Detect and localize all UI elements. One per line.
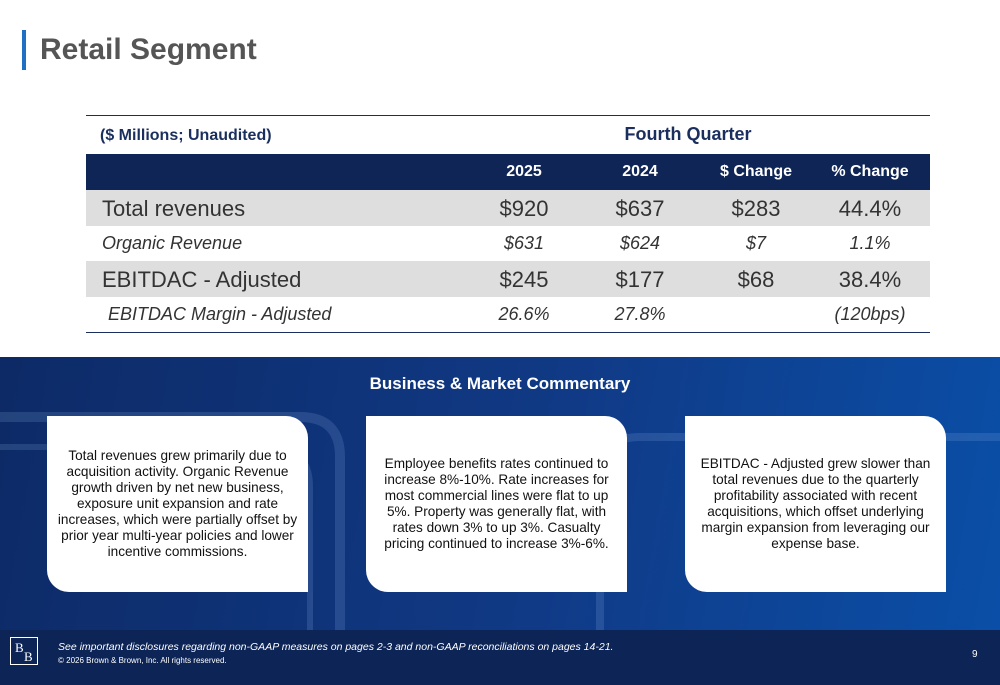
commentary-title: Business & Market Commentary [369, 374, 631, 393]
cell: 1.1% [849, 233, 891, 253]
table-row: EBITDAC Margin - Adjusted 26.6% 27.8% (120b… [86, 297, 930, 332]
cell: 44.4% [838, 196, 902, 221]
table-row: Total revenues $920 $637 $283 44.4% [86, 190, 930, 226]
column-header: 2024 [622, 163, 658, 180]
cell: $7 [745, 233, 767, 253]
table-header: ($ Millions; Unaudited) Fourth Quarter [86, 116, 930, 154]
cell: $631 [503, 233, 545, 253]
row-label: EBITDAC - Adjusted [102, 267, 302, 292]
row-label: EBITDAC Margin - Adjusted [108, 304, 332, 324]
footer [0, 630, 1000, 685]
cell: $283 [731, 196, 781, 221]
column-header: 2025 [506, 163, 542, 180]
commentary-card: EBITDAC - Adjusted grew slower than tota… [685, 416, 946, 592]
logo-letter: B [24, 649, 33, 664]
cell: 38.4% [838, 267, 902, 292]
column-header: % Change [831, 163, 909, 180]
table-caption: ($ Millions; Unaudited) [100, 127, 272, 144]
cell: $920 [499, 196, 549, 221]
table-row: Organic Revenue $631 $624 $7 1.1% [86, 226, 930, 261]
page-number: 9 [972, 649, 978, 660]
cell: 27.8% [614, 304, 666, 324]
slide-title: Retail Segment [22, 30, 257, 70]
cell: $245 [499, 267, 549, 292]
cell: (120bps) [834, 304, 906, 324]
table-body: Total revenues $920 $637 $283 44.4% Organic R… [86, 190, 930, 332]
row-label: Organic Revenue [102, 233, 243, 253]
copyright: © 2026 Brown & Brown, Inc. All rights re… [58, 656, 227, 665]
cell: $68 [737, 267, 775, 292]
cell: $637 [615, 196, 665, 221]
cell: 26.6% [498, 304, 550, 324]
column-headers: 2025 2024 $ Change % Change [86, 154, 930, 190]
table-row: EBITDAC - Adjusted $245 $177 $68 38.4% [86, 261, 930, 297]
commentary-card: Total revenues grew primarily due to acq… [47, 416, 308, 592]
cell: $177 [615, 267, 665, 292]
cell: $624 [619, 233, 661, 253]
commentary-card: Employee benefits rates continued to inc… [366, 416, 627, 592]
logo: B B [10, 637, 38, 665]
logo-letter: B [15, 640, 24, 655]
row-label: Total revenues [102, 196, 246, 221]
column-group: Fourth Quarter [624, 124, 752, 144]
table: ($ Millions; Unaudited) Fourth Quarter 2… [86, 115, 930, 333]
column-header: $ Change [719, 163, 792, 180]
disclosure: See important disclosures regarding non-… [58, 641, 614, 653]
